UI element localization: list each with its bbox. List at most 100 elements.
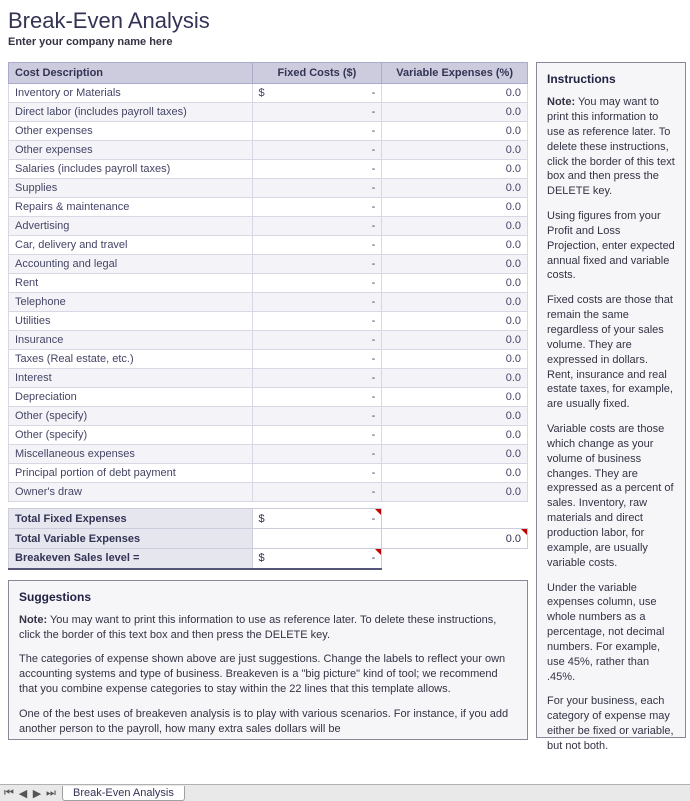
cost-description-cell[interactable]: Salaries (includes payroll taxes) [9, 160, 253, 179]
fixed-cost-cell[interactable]: - [252, 350, 382, 369]
suggestions-p3: One of the best uses of breakeven analys… [19, 707, 517, 737]
cost-description-cell[interactable]: Other (specify) [9, 407, 253, 426]
fixed-cost-cell[interactable]: $- [252, 84, 382, 103]
cost-description-cell[interactable]: Other expenses [9, 141, 253, 160]
cost-description-cell[interactable]: Inventory or Materials [9, 84, 253, 103]
variable-expense-cell[interactable]: 0.0 [382, 217, 528, 236]
col-header-description: Cost Description [9, 63, 253, 84]
variable-expense-cell[interactable]: 0.0 [382, 369, 528, 388]
instructions-panel[interactable]: Instructions Note: You may want to print… [536, 62, 686, 738]
cost-description-cell[interactable]: Car, delivery and travel [9, 236, 253, 255]
last-sheet-icon[interactable]: ⏭ [44, 786, 58, 800]
fixed-cost-cell[interactable]: - [252, 274, 382, 293]
cost-description-cell[interactable]: Other (specify) [9, 426, 253, 445]
variable-expense-cell[interactable]: 0.0 [382, 426, 528, 445]
prev-sheet-icon[interactable]: ◀ [16, 786, 30, 800]
fixed-cost-cell[interactable]: - [252, 331, 382, 350]
variable-expense-cell[interactable]: 0.0 [382, 331, 528, 350]
variable-expense-cell[interactable]: 0.0 [382, 483, 528, 502]
fixed-cost-cell[interactable]: - [252, 293, 382, 312]
table-row: Repairs & maintenance-0.0 [9, 198, 528, 217]
cost-description-cell[interactable]: Principal portion of debt payment [9, 464, 253, 483]
instructions-p4: Variable costs are those which change as… [547, 422, 675, 570]
fixed-cost-cell[interactable]: - [252, 198, 382, 217]
comment-indicator-icon[interactable] [521, 529, 527, 535]
instructions-p3: Fixed costs are those that remain the sa… [547, 293, 675, 412]
table-row: Telephone-0.0 [9, 293, 528, 312]
breakeven-label: Breakeven Sales level = [9, 549, 253, 569]
variable-expense-cell[interactable]: 0.0 [382, 198, 528, 217]
cost-description-cell[interactable]: Depreciation [9, 388, 253, 407]
table-row: Advertising-0.0 [9, 217, 528, 236]
table-row: Other expenses-0.0 [9, 122, 528, 141]
total-variable-value: 0.0 [382, 529, 528, 549]
fixed-cost-cell[interactable]: - [252, 369, 382, 388]
col-header-variable: Variable Expenses (%) [382, 63, 528, 84]
cost-description-cell[interactable]: Utilities [9, 312, 253, 331]
variable-expense-cell[interactable]: 0.0 [382, 312, 528, 331]
comment-indicator-icon[interactable] [375, 509, 381, 515]
fixed-cost-cell[interactable]: - [252, 255, 382, 274]
cost-description-cell[interactable]: Advertising [9, 217, 253, 236]
fixed-cost-cell[interactable]: - [252, 388, 382, 407]
fixed-cost-cell[interactable]: - [252, 407, 382, 426]
variable-expense-cell[interactable]: 0.0 [382, 141, 528, 160]
variable-expense-cell[interactable]: 0.0 [382, 236, 528, 255]
cost-description-cell[interactable]: Telephone [9, 293, 253, 312]
suggestions-panel[interactable]: Suggestions Note: You may want to print … [8, 580, 528, 740]
fixed-cost-cell[interactable]: - [252, 464, 382, 483]
variable-expense-cell[interactable]: 0.0 [382, 445, 528, 464]
instructions-p6: For your business, each category of expe… [547, 694, 675, 753]
table-row: Miscellaneous expenses-0.0 [9, 445, 528, 464]
fixed-cost-cell[interactable]: - [252, 179, 382, 198]
fixed-cost-cell[interactable]: - [252, 160, 382, 179]
variable-expense-cell[interactable]: 0.0 [382, 274, 528, 293]
cost-description-cell[interactable]: Direct labor (includes payroll taxes) [9, 103, 253, 122]
cost-description-cell[interactable]: Other expenses [9, 122, 253, 141]
comment-indicator-icon[interactable] [375, 549, 381, 555]
variable-expense-cell[interactable]: 0.0 [382, 407, 528, 426]
fixed-cost-cell[interactable]: - [252, 236, 382, 255]
fixed-cost-cell[interactable]: - [252, 103, 382, 122]
variable-expense-cell[interactable]: 0.0 [382, 464, 528, 483]
fixed-cost-cell[interactable]: - [252, 483, 382, 502]
cost-description-cell[interactable]: Miscellaneous expenses [9, 445, 253, 464]
cost-description-cell[interactable]: Taxes (Real estate, etc.) [9, 350, 253, 369]
total-fixed-value: $- [252, 509, 382, 529]
company-name-placeholder[interactable]: Enter your company name here [8, 36, 686, 48]
fixed-cost-cell[interactable]: - [252, 122, 382, 141]
cost-description-cell[interactable]: Repairs & maintenance [9, 198, 253, 217]
table-row: Inventory or Materials$-0.0 [9, 84, 528, 103]
variable-expense-cell[interactable]: 0.0 [382, 350, 528, 369]
sheet-tab-bar: ⏮ ◀ ▶ ⏭ Break-Even Analysis [0, 784, 690, 801]
table-row: Owner's draw-0.0 [9, 483, 528, 502]
fixed-cost-cell[interactable]: - [252, 312, 382, 331]
cost-description-cell[interactable]: Insurance [9, 331, 253, 350]
total-variable-label: Total Variable Expenses [9, 529, 253, 549]
note-text: You may want to print this information t… [19, 614, 496, 641]
fixed-cost-cell[interactable]: - [252, 426, 382, 445]
variable-expense-cell[interactable]: 0.0 [382, 179, 528, 198]
variable-expense-cell[interactable]: 0.0 [382, 103, 528, 122]
suggestions-heading: Suggestions [19, 589, 517, 605]
cost-description-cell[interactable]: Rent [9, 274, 253, 293]
variable-expense-cell[interactable]: 0.0 [382, 255, 528, 274]
variable-expense-cell[interactable]: 0.0 [382, 388, 528, 407]
variable-expense-cell[interactable]: 0.0 [382, 122, 528, 141]
sheet-tab[interactable]: Break-Even Analysis [62, 786, 185, 801]
cost-description-cell[interactable]: Supplies [9, 179, 253, 198]
cost-description-cell[interactable]: Owner's draw [9, 483, 253, 502]
note-label: Note: [19, 614, 47, 626]
next-sheet-icon[interactable]: ▶ [30, 786, 44, 800]
fixed-cost-cell[interactable]: - [252, 141, 382, 160]
cost-description-cell[interactable]: Accounting and legal [9, 255, 253, 274]
table-row: Insurance-0.0 [9, 331, 528, 350]
first-sheet-icon[interactable]: ⏮ [2, 786, 16, 800]
variable-expense-cell[interactable]: 0.0 [382, 160, 528, 179]
table-row: Other expenses-0.0 [9, 141, 528, 160]
fixed-cost-cell[interactable]: - [252, 445, 382, 464]
variable-expense-cell[interactable]: 0.0 [382, 293, 528, 312]
variable-expense-cell[interactable]: 0.0 [382, 84, 528, 103]
fixed-cost-cell[interactable]: - [252, 217, 382, 236]
cost-description-cell[interactable]: Interest [9, 369, 253, 388]
